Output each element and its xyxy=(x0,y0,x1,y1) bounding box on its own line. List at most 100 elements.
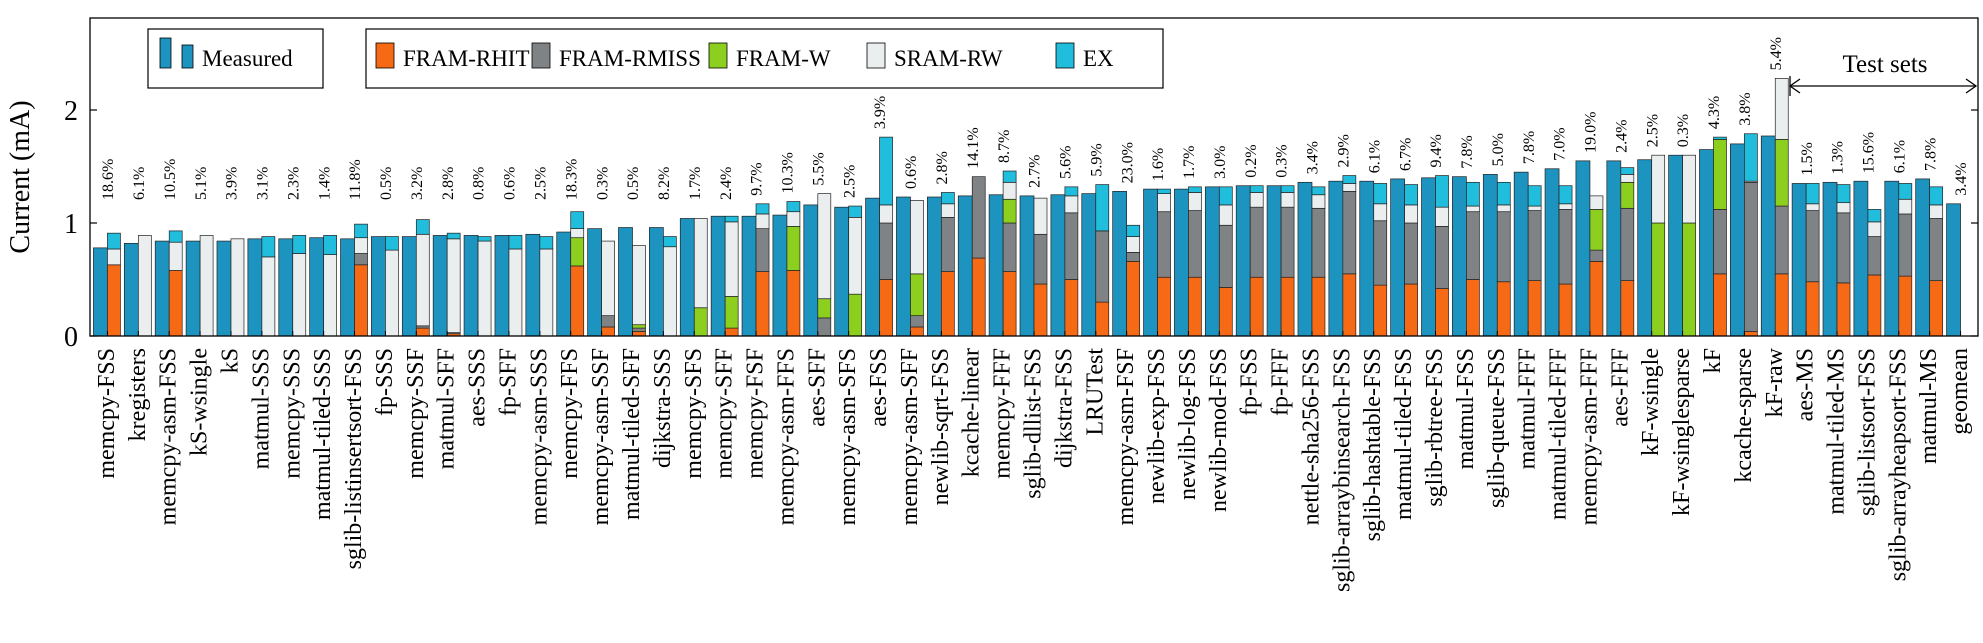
bar-fram-rmiss-sglib-arrayheapsort-FSS xyxy=(1898,213,1913,277)
bar-sram-rw-matmul-tiled-SSS xyxy=(323,254,337,337)
bar-fram-rmiss-memcpy-asm-FSF xyxy=(1126,252,1141,262)
bar-fram-w-memcpy-asm-SFS xyxy=(848,293,863,337)
bar-fram-rhit-sglib-hashtable-FSS xyxy=(1373,284,1388,337)
x-tick-label-sglib-listinsertsort-FSS: sglib-listinsertsort-FSS xyxy=(341,348,367,569)
bar-sram-rw-sglib-dllist-FSS xyxy=(1033,197,1048,235)
bar-measured-memcpy-asm-FSF xyxy=(1112,191,1128,337)
bar-fram-rmiss-newlib-exp-FSS xyxy=(1157,211,1171,278)
bar-measured-matmul-FSS xyxy=(1452,176,1467,337)
bar-fram-w-matmul-tiled-SFF xyxy=(632,324,646,329)
x-tick-label-sglib-arraybinsearch-FSS: sglib-arraybinsearch-FSS xyxy=(1329,348,1355,592)
bar-ex-kF xyxy=(1713,136,1727,140)
bar-sram-rw-memcpy-SSS xyxy=(292,253,307,337)
bar-fram-rhit-matmul-tiled-FSS xyxy=(1404,283,1418,337)
bar-fram-rhit-memcpy-SFF xyxy=(724,327,739,337)
bar-fram-rmiss-newlib-mod-FSS xyxy=(1218,224,1233,288)
bar-measured-memcpy-FSF xyxy=(741,215,757,337)
percent-label-matmul-SFF: 2.8% xyxy=(440,167,457,200)
bar-measured-kF-wsingle xyxy=(1637,159,1653,337)
bar-fram-rhit-memcpy-SSF xyxy=(415,327,430,337)
x-tick-labels: memcpy-FSS kregisters memcpy-asm-FSS kS-wsi… xyxy=(94,347,1973,592)
bar-measured-sglib-arraybinsearch-FSS xyxy=(1328,180,1344,337)
bar-measured-fp-SSS xyxy=(371,236,386,337)
percent-label-geomean: 3.4% xyxy=(1953,162,1970,195)
x-tick-label-memcpy-FSS: memcpy-FSS xyxy=(94,348,120,479)
percent-label-aes-MS: 1.5% xyxy=(1799,142,1816,175)
percent-label-matmul-MS: 7.8% xyxy=(1922,138,1939,171)
bar-sram-rw-memcpy-SSF xyxy=(415,233,430,327)
bar-fram-rmiss-matmul-FFF xyxy=(1527,210,1542,281)
percent-label-memcpy-asm-SFS: 2.5% xyxy=(841,165,858,198)
bar-fram-rmiss-kF xyxy=(1713,209,1727,275)
legend-measured: Measured xyxy=(147,28,324,89)
bar-sram-rw-kS xyxy=(230,238,245,337)
bar-sram-rw-aes-SSS xyxy=(477,240,492,337)
bar-fram-rmiss-sglib-dllist-FSS xyxy=(1033,233,1048,285)
bar-sram-rw-kS-wsingle xyxy=(199,235,214,337)
y-tick-label-2: 2 xyxy=(64,96,78,127)
bar-ex-newlib-sqrt-FSS xyxy=(940,192,955,205)
bar-measured-memcpy-asm-FFS xyxy=(772,214,788,337)
bar-fram-w-memcpy-SFF xyxy=(724,296,739,329)
bar-fram-rhit-memcpy-asm-FSF xyxy=(1126,261,1141,337)
percent-label-dijkstra-FSS: 5.6% xyxy=(1058,146,1075,179)
x-tick-label-memcpy-asm-FFS: memcpy-asm-FFS xyxy=(773,348,799,525)
bar-sram-rw-nettle-sha256-FSS xyxy=(1311,194,1326,209)
bar-fram-rhit-matmul-FSS xyxy=(1466,279,1480,337)
bar-fram-rhit-matmul-tiled-MS xyxy=(1836,282,1851,337)
x-tick-label-memcpy-FFS: memcpy-FFS xyxy=(557,348,583,479)
bar-sram-rw-kF-wsingle xyxy=(1651,154,1666,224)
test-sets-arrow-left xyxy=(1788,78,1801,94)
bar-sram-rw-fp-FSS xyxy=(1249,192,1264,208)
percent-label-kF-wsinglesparse: 0.3% xyxy=(1675,114,1692,147)
bar-sram-rw-sglib-listinsertsort-FSS xyxy=(354,237,368,254)
x-tick-label-matmul-SSS: matmul-SSS xyxy=(248,348,274,469)
bar-measured-kF-raw xyxy=(1760,135,1776,337)
bar-measured-memcpy-SSF xyxy=(401,236,417,337)
bar-measured-memcpy-SFF xyxy=(710,215,726,337)
percent-label-kF-wsingle: 2.5% xyxy=(1644,114,1661,147)
bar-sram-rw-matmul-SFF xyxy=(446,238,461,333)
x-tick-label-dijkstra-SSS: dijkstra-SSS xyxy=(650,348,676,468)
bar-fram-rmiss-dijkstra-FSS xyxy=(1064,212,1079,280)
bar-sram-rw-matmul-MS xyxy=(1929,204,1944,219)
bar-fram-rhit-sglib-listsort-FSS xyxy=(1867,274,1882,337)
bar-fram-rmiss-aes-FFF xyxy=(1620,207,1635,281)
percent-label-aes-FSS: 3.9% xyxy=(872,96,889,129)
legend-components-frame xyxy=(365,28,1164,89)
percent-label-memcpy-FFS: 18.3% xyxy=(563,159,580,200)
x-tick-label-matmul-MS: matmul-MS xyxy=(1916,348,1942,464)
bar-measured-kcache-sparse xyxy=(1730,143,1745,337)
bar-measured-sglib-rbtree-FSS xyxy=(1421,177,1436,337)
bar-ex-memcpy-asm-FFS xyxy=(786,201,801,213)
percent-label-aes-SSS: 0.8% xyxy=(471,167,488,200)
percent-label-sglib-hashtable-FSS: 6.1% xyxy=(1366,140,1383,173)
percent-label-matmul-tiled-SFF: 0.5% xyxy=(625,167,642,200)
percent-label-kF: 4.3% xyxy=(1706,96,1723,129)
bar-ex-aes-SSS xyxy=(477,236,492,242)
percent-label-matmul-SSS: 3.1% xyxy=(255,167,272,200)
y-tick-label-0: 0 xyxy=(64,322,78,353)
bar-ex-matmul-SSS xyxy=(261,236,276,258)
x-tick-label-kF-wsinglesparse: kF-wsinglesparse xyxy=(1669,348,1695,516)
bar-fram-rhit-newlib-mod-FSS xyxy=(1218,287,1233,337)
bar-ex-sglib-rbtree-FSS xyxy=(1435,175,1449,208)
bar-sram-rw-dijkstra-SSS xyxy=(663,246,677,337)
bar-measured-matmul-tiled-MS xyxy=(1822,181,1838,337)
bar-fram-rmiss-matmul-MS xyxy=(1929,218,1944,281)
bar-ex-fp-FSS xyxy=(1249,185,1264,193)
bar-fram-rhit-newlib-sqrt-FSS xyxy=(940,271,955,337)
bar-measured-kS xyxy=(216,240,232,337)
bar-measured-memcpy-asm-SSF xyxy=(587,228,602,337)
bar-sram-rw-sglib-listsort-FSS xyxy=(1867,221,1882,237)
bar-ex-memcpy-asm-FSF xyxy=(1126,224,1141,237)
bar-sram-rw-memcpy-asm-SFF xyxy=(910,200,924,275)
bar-measured-newlib-log-FSS xyxy=(1174,188,1189,337)
percent-label-sglib-rbtree-FSS: 9.4% xyxy=(1428,134,1445,167)
bar-sram-rw-aes-MS xyxy=(1805,203,1820,211)
percent-label-sglib-arrayheapsort-FSS: 6.1% xyxy=(1891,140,1908,173)
x-tick-label-sglib-dllist-FSS: sglib-dllist-FSS xyxy=(1021,348,1047,499)
bar-fram-rmiss-aes-SFF xyxy=(817,317,832,337)
bar-fram-rmiss-matmul-tiled-FFF xyxy=(1558,209,1573,285)
bar-measured-sglib-queue-FSS xyxy=(1482,174,1498,337)
